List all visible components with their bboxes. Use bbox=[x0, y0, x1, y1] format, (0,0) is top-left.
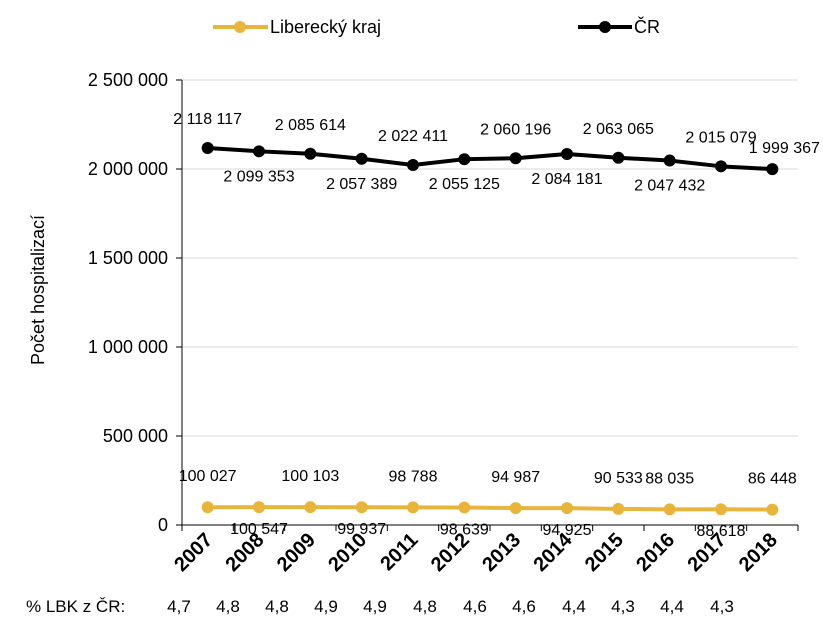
data-point bbox=[201, 501, 214, 514]
data-point bbox=[304, 501, 317, 514]
data-point bbox=[561, 148, 573, 161]
data-label: 88 035 bbox=[645, 470, 694, 487]
data-point bbox=[304, 147, 317, 160]
data-label: 94 987 bbox=[491, 469, 540, 486]
data-point bbox=[509, 502, 522, 515]
y-tick-label: 2 000 000 bbox=[88, 159, 168, 179]
data-point bbox=[766, 163, 779, 176]
data-label: 2 118 117 bbox=[173, 111, 242, 128]
data-point bbox=[509, 152, 522, 165]
data-label: 86 448 bbox=[748, 471, 797, 488]
data-label: 94 925 bbox=[543, 522, 592, 539]
legend-swatch-marker-lbk bbox=[234, 21, 246, 33]
data-label: 90 533 bbox=[594, 470, 643, 487]
data-label: 2 047 432 bbox=[634, 178, 705, 195]
y-tick-label: 2 500 000 bbox=[88, 70, 168, 90]
data-label: 2 063 065 bbox=[583, 121, 654, 138]
data-point bbox=[407, 501, 419, 514]
data-point bbox=[201, 141, 214, 154]
data-point bbox=[715, 503, 727, 516]
legend: Liberecký kraj ČR bbox=[213, 16, 660, 37]
y-tick-label: 1 500 000 bbox=[88, 248, 168, 268]
x-tick-label: 2007 bbox=[170, 529, 217, 576]
y-tick-label: 1 000 000 bbox=[88, 337, 168, 357]
data-label: 2 055 125 bbox=[429, 176, 500, 193]
data-point bbox=[612, 502, 625, 515]
data-label: 100 103 bbox=[281, 468, 339, 485]
data-label: 98 788 bbox=[389, 468, 438, 485]
axes bbox=[176, 79, 799, 531]
data-point bbox=[715, 160, 727, 173]
data-label: 2 015 079 bbox=[685, 129, 756, 146]
data-labels: 100 027 100 547 100 103 99 937 98 788 98 639 9… bbox=[173, 111, 820, 540]
data-label: 88 618 bbox=[697, 523, 746, 540]
data-label: 2 085 614 bbox=[275, 117, 346, 134]
data-label: 99 937 bbox=[337, 521, 386, 538]
series-line bbox=[207, 505, 773, 512]
gridlines bbox=[182, 79, 798, 437]
data-point bbox=[355, 152, 368, 165]
data-point bbox=[355, 501, 368, 514]
data-point bbox=[253, 145, 265, 158]
x-tick-label: 2016 bbox=[632, 529, 679, 576]
data-label: 98 639 bbox=[440, 521, 489, 538]
series-lines bbox=[201, 141, 779, 516]
legend-label-cr: ČR bbox=[634, 16, 660, 37]
series-line bbox=[207, 145, 773, 172]
data-label: 2 099 353 bbox=[223, 168, 294, 185]
data-point bbox=[458, 501, 471, 514]
data-point bbox=[407, 159, 419, 172]
data-point bbox=[253, 501, 265, 514]
data-point bbox=[766, 503, 779, 516]
data-label: 100 547 bbox=[230, 521, 288, 538]
y-tick-labels: 0 500 000 1 000 000 1 500 000 2 000 000 2 500… bbox=[88, 70, 168, 535]
data-label: 2 057 389 bbox=[326, 176, 397, 193]
data-point bbox=[458, 153, 471, 166]
data-point bbox=[663, 503, 676, 516]
y-tick-label: 0 bbox=[158, 515, 168, 535]
legend-label-lbk: Liberecký kraj bbox=[270, 17, 381, 37]
data-point bbox=[561, 502, 573, 515]
data-point bbox=[612, 151, 625, 164]
data-point bbox=[663, 154, 676, 167]
y-tick-label: 500 000 bbox=[103, 426, 168, 446]
legend-swatch-marker-cr bbox=[599, 21, 611, 33]
data-label: 2 060 196 bbox=[480, 121, 551, 138]
data-label: 2 084 181 bbox=[531, 171, 602, 188]
y-axis-label: Počet hospitalizací bbox=[28, 215, 48, 365]
data-label: 2 022 411 bbox=[378, 128, 448, 145]
data-label: 100 027 bbox=[179, 468, 237, 485]
data-label: 1 999 367 bbox=[749, 140, 820, 157]
